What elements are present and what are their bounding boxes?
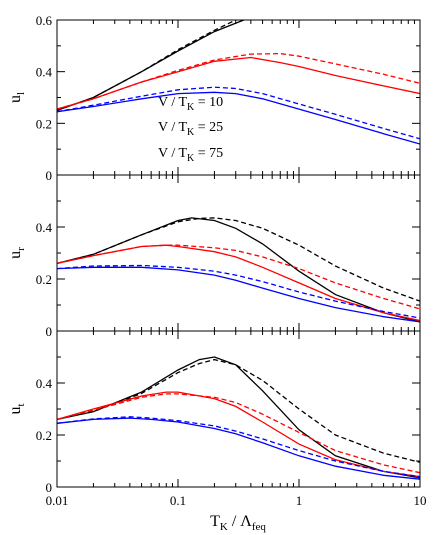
y-tick-label-top-1: 0.2: [36, 116, 52, 131]
y-tick-label-middle-0: 0: [46, 324, 53, 339]
y-axis-label-middle: ur: [7, 247, 27, 259]
y-tick-label-top-2: 0.4: [36, 65, 53, 80]
series-line-top-V75-solid: [57, 91, 420, 145]
y-tick-label-top-0: 0: [46, 168, 53, 183]
series-line-top-V25-solid: [57, 56, 420, 110]
panel-top: 0 0.2 0.4 0.6 ul: [7, 13, 421, 183]
y-tick-label-bottom-2: 0.4: [36, 376, 53, 391]
x-tick-label-0: 0.01: [46, 493, 69, 508]
panel-bottom-series: [57, 356, 420, 480]
series-line-top-V10-dashed: [57, 20, 236, 112]
y-tick-label-top-3: 0.6: [36, 13, 53, 28]
y-tick-label-middle-1: 0.2: [36, 272, 52, 287]
series-line-middle-V10-dashed: [57, 217, 420, 302]
y-axis-label-sub-bottom: t: [15, 403, 27, 406]
series-line-bottom-V25-solid: [57, 391, 420, 478]
y-axis-label-sub-top: l: [15, 92, 27, 95]
series-line-bottom-V10-dashed: [57, 358, 420, 463]
y-axis-label-sub-middle: r: [15, 247, 27, 251]
x-tick-label-3: 10: [414, 493, 427, 508]
series-line-middle-V10-solid: [57, 217, 420, 323]
y-tick-label-middle-2: 0.4: [36, 220, 53, 235]
y-axis-label-main-top: u: [7, 95, 24, 103]
series-line-bottom-V25-dashed: [57, 393, 420, 474]
series-line-middle-V25-dashed: [57, 244, 420, 310]
series-line-bottom-V75-solid: [57, 417, 420, 480]
x-tick-label-2: 1: [296, 493, 303, 508]
panel-top-y-ticks: [57, 19, 420, 176]
panel-bottom-y-ticks: [57, 330, 420, 488]
series-line-top-V75-dashed: [57, 86, 420, 140]
legend-entry-v75: V / TK = 75: [158, 146, 223, 164]
series-line-top-V25-dashed: [57, 52, 420, 110]
y-axis-label-bottom: ut: [7, 403, 27, 414]
series-line-middle-V75-dashed: [57, 264, 420, 319]
panel-middle-x-ticks: [56, 175, 421, 331]
series-line-bottom-V10-solid: [57, 356, 420, 479]
panel-bottom: 0 0.2 0.4 ut: [7, 330, 421, 495]
panel-top-x-ticks: [56, 20, 421, 175]
panel-middle-series: [57, 217, 420, 323]
panel-bottom-x-ticks: [56, 331, 421, 487]
y-axis-label-main-bottom: u: [7, 407, 24, 415]
x-axis-label: TK / Λfeq: [210, 513, 266, 533]
panel-top-frame: [56, 19, 421, 176]
y-tick-label-bottom-0: 0: [46, 480, 53, 495]
series-line-middle-V25-solid: [57, 244, 420, 322]
legend-entry-v25: V / TK = 25: [158, 120, 223, 138]
legend: V / TK = 10 V / TK = 25 V / TK = 75: [158, 95, 223, 164]
y-axis-label-main-middle: u: [7, 251, 24, 259]
series-line-bottom-V75-dashed: [57, 416, 420, 478]
legend-entry-v10: V / TK = 10: [158, 95, 223, 113]
panel-top-series: [57, 20, 420, 145]
series-line-middle-V75-solid: [57, 266, 420, 323]
y-axis-label-top: ul: [7, 92, 27, 103]
panel-bottom-frame: [56, 330, 421, 488]
panel-middle: 0 0.2 0.4 ur: [7, 174, 421, 339]
y-tick-label-bottom-1: 0.2: [36, 428, 52, 443]
x-tick-label-1: 0.1: [170, 493, 186, 508]
x-tick-labels: 0.01 0.1 1 10: [46, 493, 427, 508]
